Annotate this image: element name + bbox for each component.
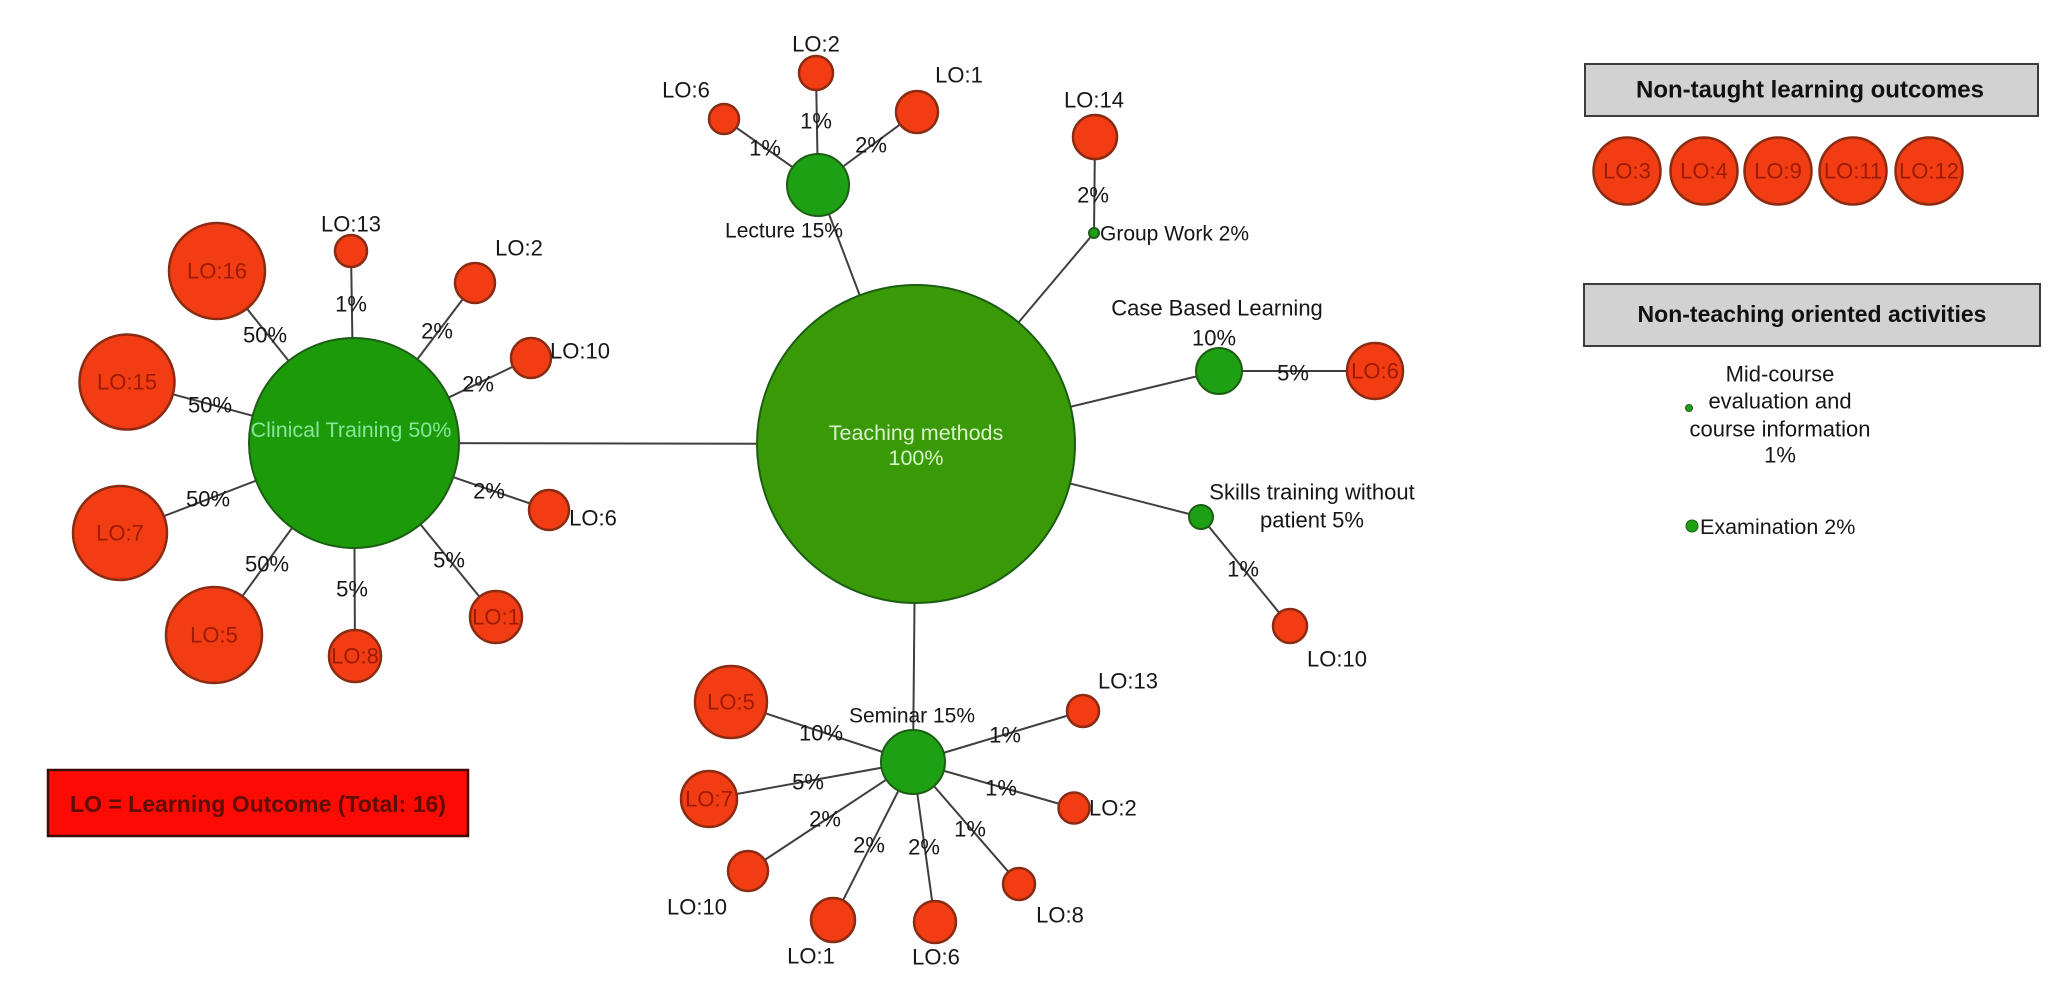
svg-text:LO:1: LO:1 — [472, 605, 520, 630]
svg-text:Examination 2%: Examination 2% — [1700, 515, 1855, 539]
svg-text:LO:6: LO:6 — [1351, 359, 1399, 384]
svg-text:1%: 1% — [800, 109, 832, 134]
svg-text:Clinical Training 50%: Clinical Training 50% — [251, 418, 452, 442]
svg-text:LO:10: LO:10 — [1307, 647, 1367, 672]
svg-text:Lecture 15%: Lecture 15% — [725, 220, 843, 243]
svg-text:LO:2: LO:2 — [1089, 796, 1137, 821]
svg-text:LO:12: LO:12 — [1899, 159, 1959, 184]
svg-text:Non-teaching oriented activiti: Non-teaching oriented activities — [1638, 301, 1987, 327]
svg-text:5%: 5% — [433, 548, 465, 573]
svg-text:50%: 50% — [243, 323, 287, 348]
svg-text:LO = Learning Outcome (Total:: LO = Learning Outcome (Total: 16) — [70, 791, 446, 817]
svg-text:evaluation and: evaluation and — [1708, 389, 1851, 414]
svg-text:LO:11: LO:11 — [1824, 159, 1882, 184]
svg-text:5%: 5% — [1277, 361, 1309, 386]
svg-text:LO:5: LO:5 — [707, 690, 755, 715]
svg-text:Case Based Learning: Case Based Learning — [1111, 296, 1323, 321]
svg-text:LO:9: LO:9 — [1754, 159, 1802, 184]
svg-text:1%: 1% — [749, 136, 781, 161]
svg-text:10%: 10% — [799, 721, 843, 746]
svg-text:2%: 2% — [855, 133, 887, 158]
svg-text:2%: 2% — [1077, 183, 1109, 208]
svg-text:Mid-course: Mid-course — [1726, 362, 1835, 387]
svg-text:Skills training without: Skills training without — [1209, 480, 1414, 505]
svg-text:LO:1: LO:1 — [935, 63, 983, 88]
svg-text:1%: 1% — [1227, 557, 1259, 582]
svg-text:2%: 2% — [462, 372, 494, 397]
svg-text:2%: 2% — [853, 833, 885, 858]
svg-text:course information: course information — [1690, 417, 1871, 442]
svg-text:LO:13: LO:13 — [1098, 669, 1158, 694]
svg-text:50%: 50% — [188, 393, 232, 418]
svg-text:1%: 1% — [954, 817, 986, 842]
svg-text:LO:7: LO:7 — [96, 521, 144, 546]
svg-text:100%: 100% — [889, 446, 944, 470]
svg-text:10%: 10% — [1192, 326, 1236, 351]
svg-text:1%: 1% — [989, 723, 1021, 748]
svg-text:patient 5%: patient 5% — [1260, 508, 1364, 533]
svg-text:LO:8: LO:8 — [1036, 903, 1084, 928]
svg-text:LO:7: LO:7 — [685, 787, 733, 812]
svg-text:LO:10: LO:10 — [667, 895, 727, 920]
svg-text:2%: 2% — [908, 835, 940, 860]
svg-text:1%: 1% — [1764, 443, 1796, 468]
svg-text:LO:13: LO:13 — [321, 212, 381, 237]
svg-text:2%: 2% — [421, 319, 453, 344]
svg-text:Group Work 2%: Group Work 2% — [1100, 223, 1249, 246]
svg-text:LO:10: LO:10 — [550, 339, 610, 364]
svg-text:LO:14: LO:14 — [1064, 88, 1124, 113]
svg-text:5%: 5% — [792, 770, 824, 795]
svg-text:2%: 2% — [809, 807, 841, 832]
svg-text:LO:2: LO:2 — [495, 236, 543, 261]
svg-text:LO:16: LO:16 — [187, 259, 247, 284]
svg-text:LO:8: LO:8 — [331, 644, 379, 669]
svg-text:LO:4: LO:4 — [1680, 159, 1728, 184]
svg-text:LO:6: LO:6 — [912, 945, 960, 970]
svg-text:2%: 2% — [473, 479, 505, 504]
svg-text:1%: 1% — [335, 292, 367, 317]
svg-text:5%: 5% — [336, 577, 368, 602]
svg-text:50%: 50% — [186, 487, 230, 512]
svg-text:Non-taught learning outcomes: Non-taught learning outcomes — [1636, 77, 1984, 104]
svg-text:LO:6: LO:6 — [569, 506, 617, 531]
svg-text:LO:2: LO:2 — [792, 32, 840, 57]
svg-text:50%: 50% — [245, 552, 289, 577]
svg-text:LO:15: LO:15 — [97, 370, 157, 395]
svg-text:Teaching methods: Teaching methods — [829, 421, 1004, 445]
svg-text:LO:5: LO:5 — [190, 623, 238, 648]
svg-text:LO:3: LO:3 — [1603, 159, 1651, 184]
svg-text:Seminar 15%: Seminar 15% — [849, 705, 975, 728]
svg-text:LO:1: LO:1 — [787, 944, 835, 969]
svg-text:LO:6: LO:6 — [662, 78, 710, 103]
svg-text:1%: 1% — [985, 776, 1017, 801]
